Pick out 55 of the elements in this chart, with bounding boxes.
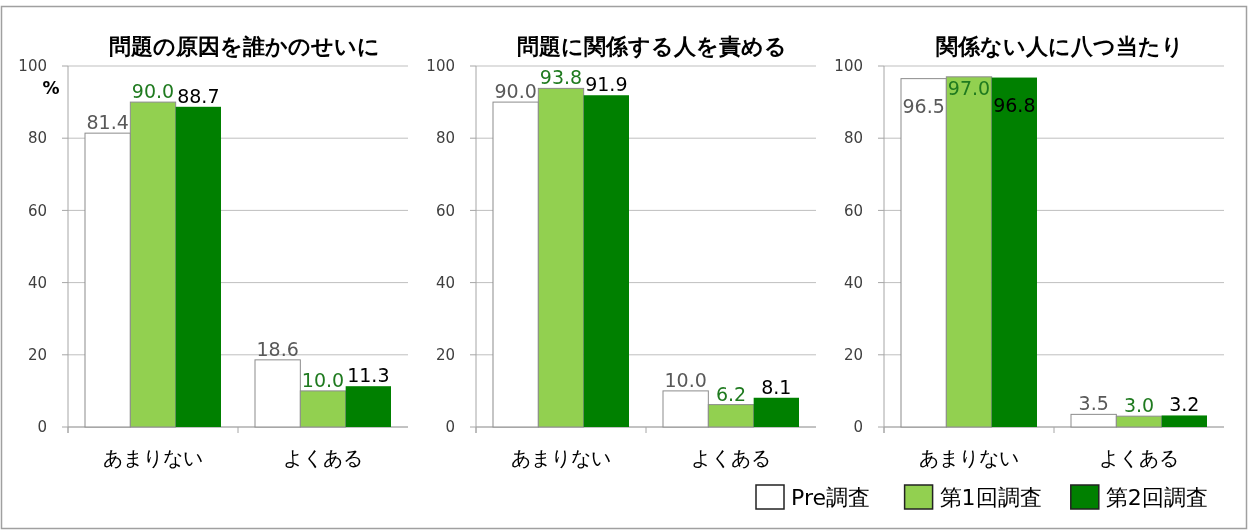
- data-label: 11.3: [347, 364, 390, 387]
- y-tick-label: 60: [843, 201, 863, 220]
- legend-label: 第1回調査: [939, 484, 1042, 510]
- bar: [753, 397, 799, 427]
- x-tick-label: あまりない: [103, 446, 203, 470]
- y-tick-label: 80: [435, 129, 455, 148]
- x-tick-label: よくある: [1099, 446, 1179, 470]
- bar: [991, 77, 1037, 427]
- y-tick-label: 100: [18, 57, 47, 76]
- x-tick-label: あまりない: [511, 446, 611, 470]
- data-label: 91.9: [585, 73, 628, 96]
- data-label: 3.5: [1078, 392, 1109, 415]
- data-label: 96.5: [902, 94, 945, 117]
- data-label: 18.6: [256, 337, 299, 360]
- legend-label: 第2回調査: [1105, 484, 1208, 510]
- data-label: 96.8: [993, 93, 1036, 116]
- y-tick-label: 60: [27, 201, 47, 220]
- y-tick-label: 60: [435, 201, 455, 220]
- text: Pre調査: [791, 484, 870, 510]
- y-tick-label: 100: [834, 57, 863, 76]
- bar: [1161, 415, 1207, 427]
- y-tick-label: 0: [37, 418, 47, 437]
- y-tick-label: 40: [435, 273, 455, 292]
- data-label: 90.0: [494, 80, 537, 103]
- data-label: 10.0: [664, 368, 707, 391]
- bar: [583, 95, 629, 427]
- data-label: 93.8: [539, 66, 583, 89]
- y-tick-label: 100: [426, 57, 455, 76]
- chart-title: 問題の原因を誰かのせいに: [108, 34, 380, 59]
- data-label: 90.0: [131, 80, 175, 103]
- y-tick-label: 20: [27, 346, 47, 365]
- data-label: 6.2: [715, 382, 747, 405]
- y-tick-label: 0: [853, 418, 863, 437]
- bar: [345, 386, 391, 427]
- chart-title: 関係ない人に八つ当たり: [936, 34, 1184, 59]
- y-tick-label: 20: [843, 346, 863, 365]
- y-tick-label: 40: [843, 273, 863, 292]
- data-label: 97.0: [947, 76, 991, 99]
- y-axis-title: %: [42, 78, 60, 98]
- x-tick-label: よくある: [283, 446, 363, 470]
- y-tick-label: 20: [435, 346, 455, 365]
- x-tick-label: あまりない: [919, 446, 1019, 470]
- data-label: 81.4: [86, 111, 129, 134]
- y-tick-label: 0: [445, 418, 455, 437]
- y-tick-label: 80: [843, 129, 863, 148]
- chart-title: 問題に関係する人を責める: [517, 34, 787, 59]
- bar: [175, 106, 221, 427]
- data-label: 88.7: [177, 84, 220, 107]
- data-label: 3.0: [1123, 394, 1155, 417]
- x-tick-label: よくある: [691, 446, 771, 470]
- y-tick-label: 40: [27, 273, 47, 292]
- data-label: 3.2: [1169, 393, 1200, 416]
- data-label: 10.0: [301, 368, 345, 391]
- data-label: 8.1: [761, 375, 792, 398]
- y-tick-label: 80: [27, 129, 47, 148]
